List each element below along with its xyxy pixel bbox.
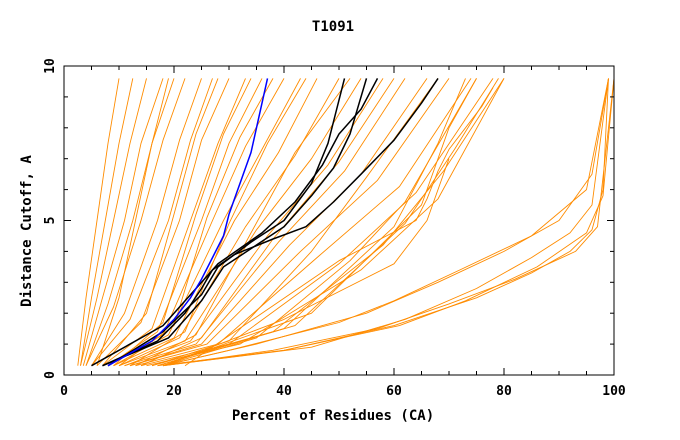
series-line-25 xyxy=(113,78,252,367)
y-tick-label: 5 xyxy=(43,217,58,225)
series-line-0 xyxy=(77,78,120,366)
x-tick-label: 20 xyxy=(166,384,182,399)
series-line-4 xyxy=(85,78,175,366)
x-tick-label: 80 xyxy=(496,384,512,399)
series-lines xyxy=(77,77,615,367)
series-line-22 xyxy=(146,78,505,367)
series-line-36 xyxy=(162,158,450,367)
series-line-28 xyxy=(135,78,351,367)
series-line-7 xyxy=(91,78,213,366)
y-tick-label: 0 xyxy=(43,371,58,379)
series-line-33 xyxy=(162,78,477,367)
series-line-48 xyxy=(107,78,269,367)
series-line-46 xyxy=(107,78,346,367)
series-line-42 xyxy=(162,78,615,367)
x-axis-label: Percent of Residues (CA) xyxy=(232,408,434,424)
x-tick-label: 100 xyxy=(602,384,626,399)
series-line-37 xyxy=(184,87,494,367)
x-tick-label: 0 xyxy=(60,384,68,399)
series-line-3 xyxy=(82,78,164,366)
series-line-6 xyxy=(91,78,202,366)
series-line-10 xyxy=(107,78,263,367)
axis-tick-labels: 0 20 40 60 80 100 0 5 10 xyxy=(43,58,626,399)
series-line-43 xyxy=(162,78,615,367)
series-line-34 xyxy=(157,78,499,367)
series-line-47 xyxy=(102,77,439,367)
series-line-26 xyxy=(118,78,274,367)
y-tick-label: 10 xyxy=(43,58,58,74)
series-line-38 xyxy=(157,78,609,367)
series-line-12 xyxy=(113,78,301,367)
series-line-5 xyxy=(85,78,186,366)
series-line-20 xyxy=(135,78,472,367)
series-line-19 xyxy=(129,78,450,367)
plot-frame xyxy=(63,65,615,376)
series-line-41 xyxy=(162,78,609,367)
series-line-1 xyxy=(80,78,134,366)
x-tick-label: 40 xyxy=(276,384,292,399)
series-line-44 xyxy=(91,78,379,367)
series-line-24 xyxy=(102,78,219,366)
axis-ticks xyxy=(63,65,615,376)
series-line-13 xyxy=(113,78,318,367)
series-line-35 xyxy=(151,78,505,367)
series-line-39 xyxy=(162,78,609,367)
series-line-45 xyxy=(102,78,368,367)
series-line-15 xyxy=(118,78,362,367)
series-line-27 xyxy=(129,78,307,367)
x-tick-label: 60 xyxy=(386,384,402,399)
series-line-2 xyxy=(80,78,147,366)
series-line-23 xyxy=(96,78,169,366)
series-line-18 xyxy=(129,78,428,367)
chart-title: T1091 xyxy=(312,19,354,35)
y-axis-label: Distance Cutoff, A xyxy=(19,155,35,307)
